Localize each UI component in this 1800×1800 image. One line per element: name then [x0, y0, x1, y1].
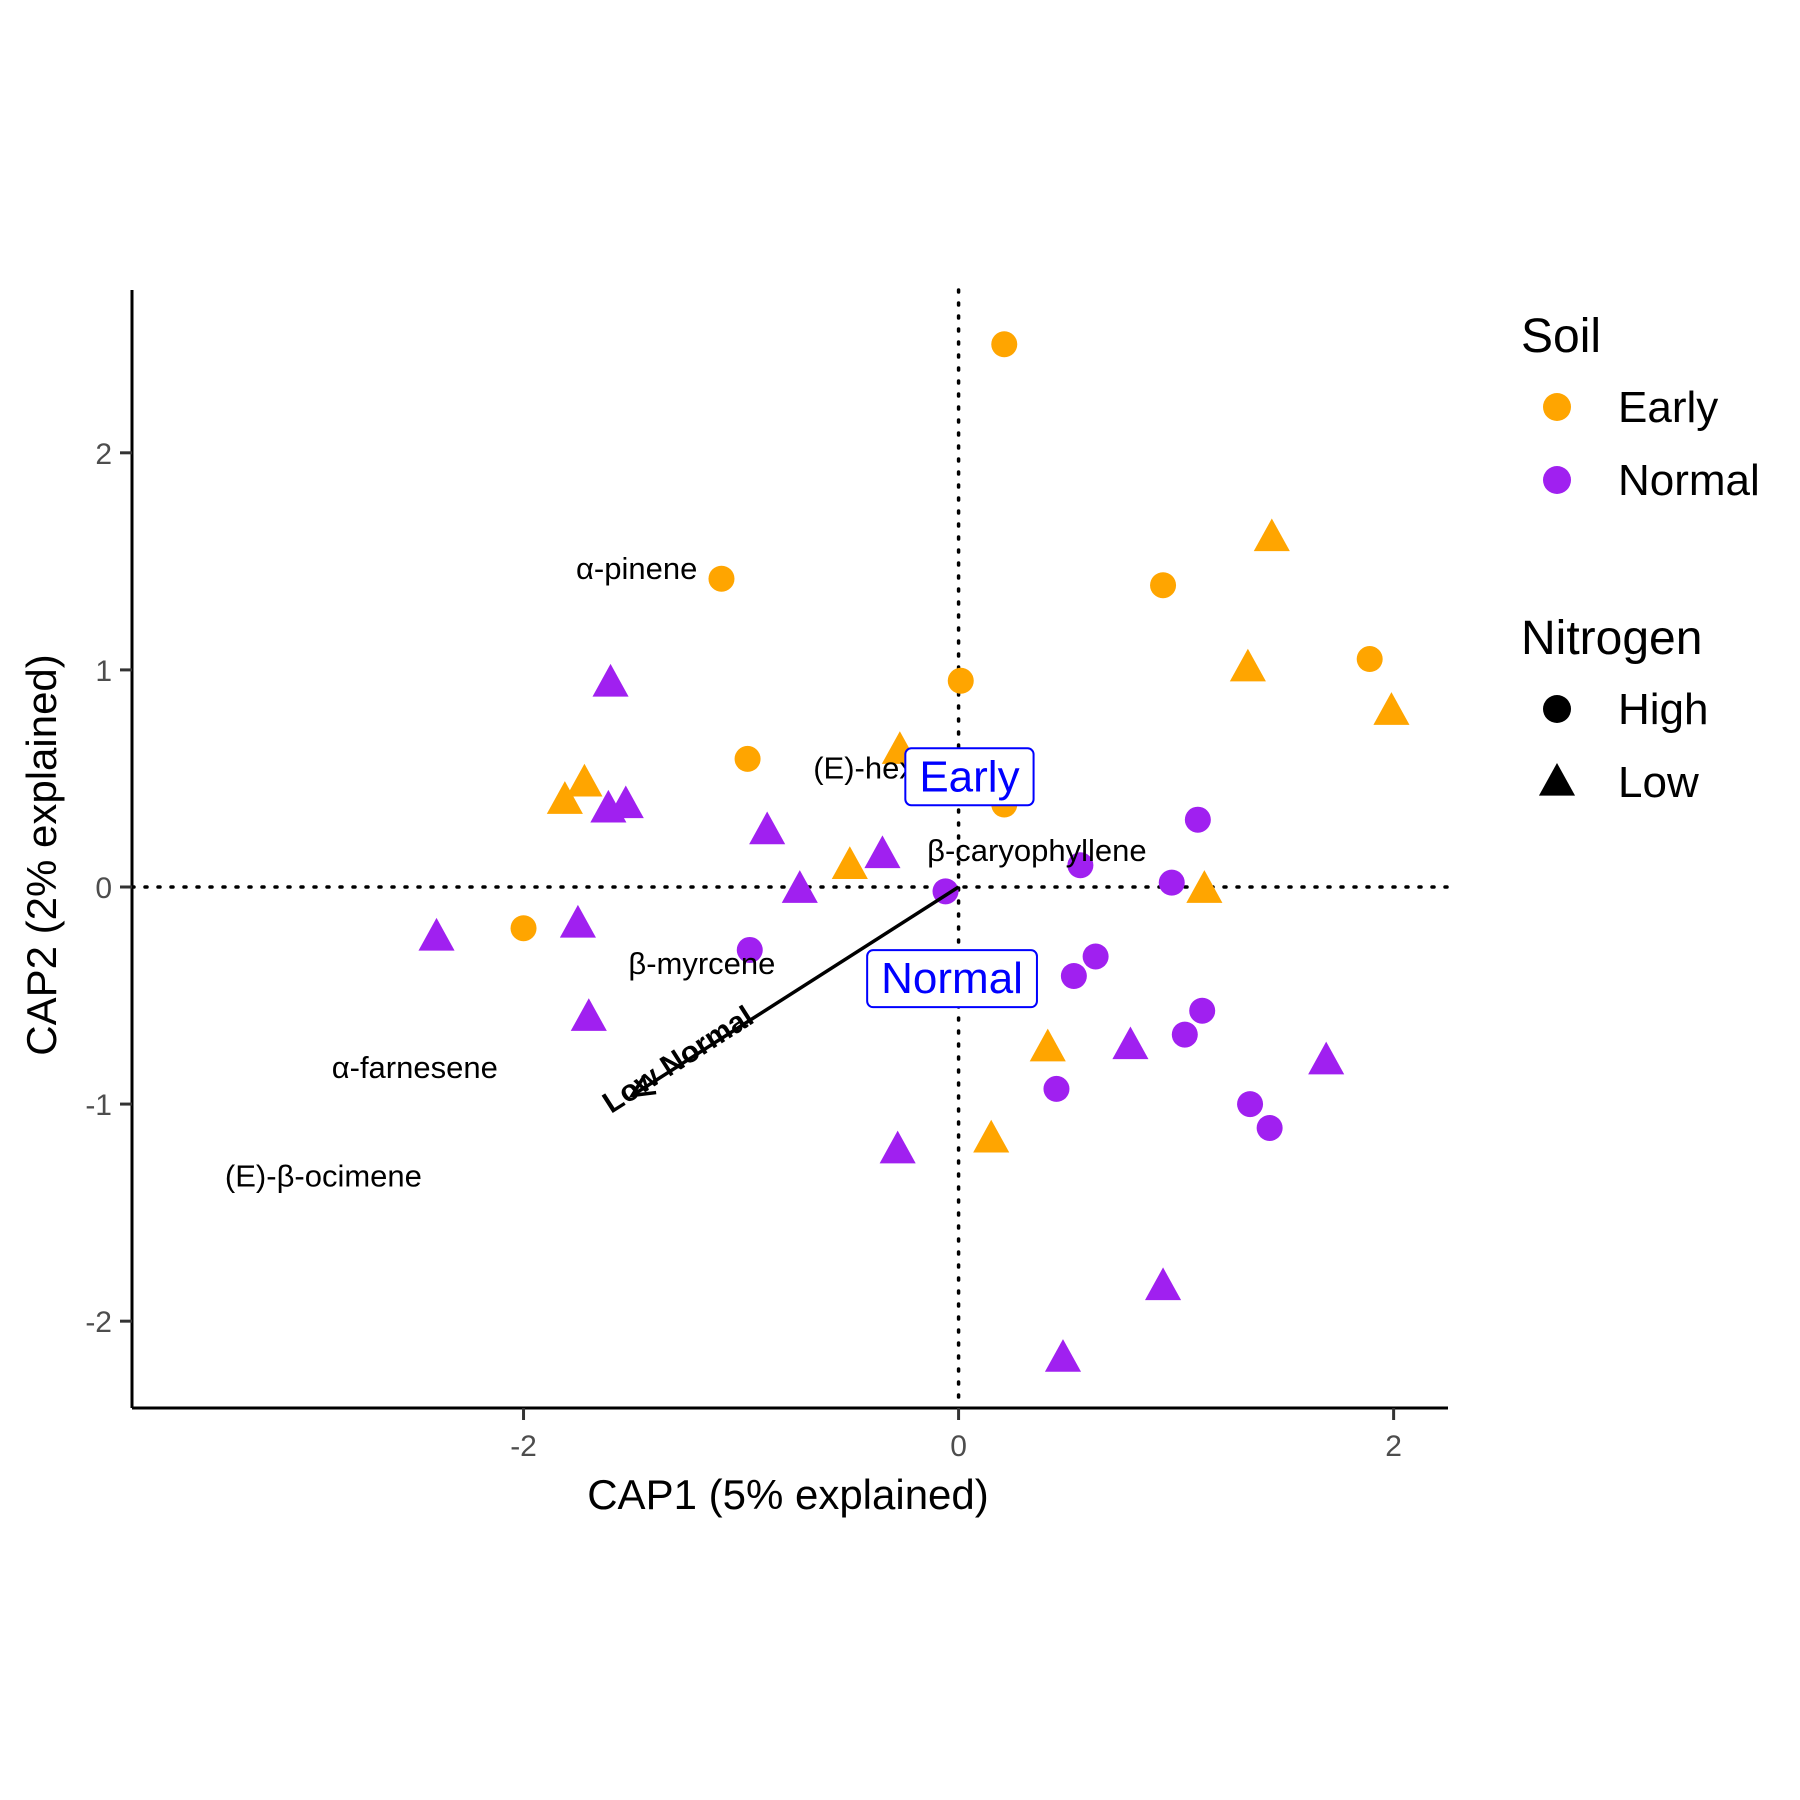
data-point-triangle [546, 781, 583, 814]
data-point-circle [1356, 646, 1383, 673]
data-point-circle [1256, 1114, 1283, 1141]
data-point-triangle [566, 763, 603, 797]
data-point-circle [1082, 943, 1109, 970]
data-point-triangle [1112, 1026, 1149, 1060]
data-point-circle [734, 745, 761, 772]
data-point-triangle [1029, 1028, 1066, 1062]
x-tick-label: 0 [950, 1430, 967, 1463]
data-point-circle [1189, 997, 1216, 1024]
y-axis-ticks: -2 -1 0 1 2 [85, 438, 132, 1339]
species-label: α-farnesene [332, 1050, 498, 1085]
y-tick-label: 1 [95, 655, 112, 688]
data-point-triangle [749, 811, 786, 845]
data-point-triangle [1253, 518, 1290, 552]
arrow-head [628, 1074, 657, 1098]
y-tick-label: -2 [85, 1306, 112, 1339]
legend-label-high: High [1618, 685, 1709, 734]
x-axis-title: CAP1 (5% explained) [587, 1471, 989, 1518]
legend-key-high [1543, 695, 1571, 723]
centroid-label-early: Early [904, 747, 1035, 807]
data-point-circle [1043, 1075, 1070, 1102]
axes [130, 290, 1448, 1410]
data-point-triangle [570, 998, 607, 1031]
data-point-circle [1060, 962, 1087, 989]
data-point-circle [708, 565, 735, 592]
legend: Soil Early Normal Nitrogen High Low [1521, 310, 1760, 807]
data-point-circle [1184, 806, 1211, 833]
data-point-triangle [1308, 1041, 1345, 1075]
data-point-circle [1067, 852, 1094, 879]
legend-label-low: Low [1618, 758, 1699, 807]
data-point-circle [1150, 572, 1177, 599]
species-label: β-myrcene [628, 946, 775, 981]
legend-key-normal [1543, 466, 1571, 494]
data-point-triangle [864, 835, 901, 869]
species-label: (E)-β-ocimene [225, 1159, 422, 1194]
data-point-triangle [973, 1119, 1010, 1153]
data-point-triangle [559, 904, 596, 938]
data-point-circle [1237, 1091, 1264, 1118]
y-tick-label: 0 [95, 872, 112, 905]
legend-label-early: Early [1618, 383, 1718, 432]
legend-title-nitrogen: Nitrogen [1521, 612, 1702, 665]
data-points [418, 331, 1410, 1372]
data-point-triangle [1144, 1267, 1182, 1301]
data-point-circle [736, 936, 763, 963]
data-point-triangle [831, 846, 868, 879]
data-point-triangle [879, 1130, 916, 1164]
centroid-label-text: Early [919, 752, 1019, 801]
data-point-triangle [590, 789, 627, 823]
x-tick-label: -2 [510, 1430, 537, 1463]
legend-title-soil: Soil [1521, 310, 1601, 363]
species-label: β-caryophyllene [927, 833, 1146, 868]
species-labels: α-pinene(E)-hexenalβ-caryophylleneβ-myrc… [225, 551, 1147, 1194]
centroid-label-text: Normal [881, 954, 1023, 1003]
legend-key-early [1543, 393, 1571, 421]
reference-lines [130, 288, 1450, 1410]
y-tick-label: 2 [95, 438, 112, 471]
arrow-line [631, 885, 960, 1097]
centroid-label-box [866, 949, 1038, 1009]
data-point-triangle [418, 917, 455, 951]
centroid-label-normal: Normal [866, 949, 1038, 1009]
data-point-circle [947, 667, 974, 694]
y-axis-title: CAP2 (2% explained) [18, 654, 65, 1056]
x-axis-ticks: -2 0 2 [510, 1408, 1402, 1463]
x-tick-label: 2 [1385, 1430, 1402, 1463]
data-point-triangle [592, 663, 629, 697]
data-point-circle [1158, 869, 1185, 896]
data-point-triangle [781, 870, 818, 903]
legend-label-normal: Normal [1618, 456, 1760, 505]
centroid-labels: Early Normal [866, 747, 1038, 1009]
y-tick-label: -1 [85, 1089, 112, 1122]
data-point-triangle [1186, 870, 1223, 903]
centroid-label-box [904, 747, 1035, 807]
data-point-triangle [1229, 648, 1266, 682]
species-label: α-pinene [576, 551, 697, 586]
data-point-triangle [1044, 1339, 1082, 1372]
data-point-triangle [1373, 692, 1410, 725]
arrow-label: Low Normal [597, 1000, 759, 1120]
legend-key-low [1538, 763, 1576, 796]
data-point-circle [510, 915, 537, 942]
data-point-circle [1171, 1021, 1198, 1048]
data-point-circle [991, 331, 1018, 358]
